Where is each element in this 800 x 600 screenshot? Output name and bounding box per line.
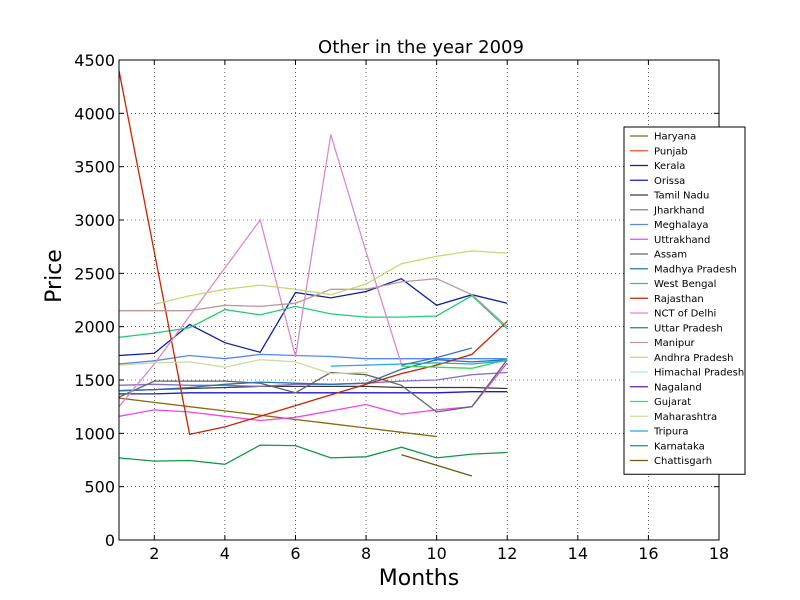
series-lines [118,70,508,477]
legend-label: Kerala [654,161,685,172]
legend-label: Tamil Nadu [653,191,709,202]
y-tick-label: 2000 [74,318,115,337]
x-tick-label: 2 [149,544,159,563]
chart-title: Other in the year 2009 [318,37,524,58]
series-line-rajasthan [118,70,508,436]
x-tick-label: 4 [220,544,230,563]
series-line-nct-of-delhi [118,134,403,408]
legend-label: Tripura [653,427,688,438]
legend-label: Andhra Pradesh [654,353,733,364]
legend: Haryana Punjab Kerala Orissa Tamil Nadu Jhark… [623,126,746,475]
series-line-orissa [119,391,508,395]
legend-label: Manipur [654,338,696,349]
legend-label: West Bengal [654,279,716,290]
y-tick-label: 2500 [74,264,115,283]
series-line-assam [118,359,508,413]
legend-label: Haryana [654,132,696,143]
series-line-gujarat [401,359,508,369]
y-tick-label: 4000 [74,104,115,123]
legend-label: Himachal Pradesh [654,368,744,379]
legend-label: Uttar Pradesh [654,323,723,334]
y-tick-label: 1000 [74,424,115,443]
series-line-maharashtra [118,359,367,375]
x-axis-label: Months [379,566,459,591]
y-tick-label: 1500 [74,371,115,390]
series-line-kerala [118,277,508,357]
x-tick-label: 14 [568,544,588,563]
legend-label: Orissa [654,176,685,187]
x-axis-ticks: 2 4 6 8 10 12 14 16 18 [149,60,729,563]
x-tick-label: 8 [361,544,371,563]
legend-label: Punjab [654,146,688,157]
legend-label: Karnataka [654,441,705,452]
series-line-karnataka [401,347,473,366]
series-line-haryana [118,397,437,438]
y-tick-label: 3000 [74,211,115,230]
legend-label: Uttrakhand [654,235,710,246]
legend-label: Maharashtra [654,412,717,423]
series-line-chattisgarh [401,454,473,477]
series-line-andhra-pradesh [154,250,508,305]
legend-label: NCT of Delhi [654,309,716,320]
x-tick-label: 10 [426,544,446,563]
y-axis-label: Price [42,249,67,303]
y-tick-label: 500 [84,478,115,497]
legend-label: Gujarat [654,397,691,408]
legend-label: Jharkhand [653,205,704,216]
series-line-tripura [330,360,508,367]
legend-label: Madhya Pradesh [654,264,737,275]
series-line-manipur [119,278,508,328]
y-tick-label: 3500 [74,158,115,177]
legend-label: Assam [654,250,687,261]
series-line-uttar-pradesh [118,444,508,465]
x-tick-label: 6 [290,544,300,563]
legend-label: Rajasthan [654,294,704,305]
y-tick-label: 4500 [74,51,115,70]
series-line-madhya-pradesh [118,359,508,392]
series-line-west-bengal [118,294,508,338]
x-tick-label: 12 [497,544,517,563]
y-axis-ticks: 0 500 1000 1500 2000 2500 3000 3500 4000 4500 [74,51,719,550]
series-line-tamil-nadu [118,385,508,392]
x-tick-label: 16 [638,544,658,563]
series-line-meghalaya [118,353,508,365]
legend-label: Meghalaya [654,220,709,231]
legend-label: Nagaland [654,382,702,393]
y-tick-label: 0 [105,531,115,550]
legend-label: Chattisgarh [654,456,712,467]
series-line-uttrakhand [118,362,508,422]
x-tick-label: 18 [709,544,729,563]
